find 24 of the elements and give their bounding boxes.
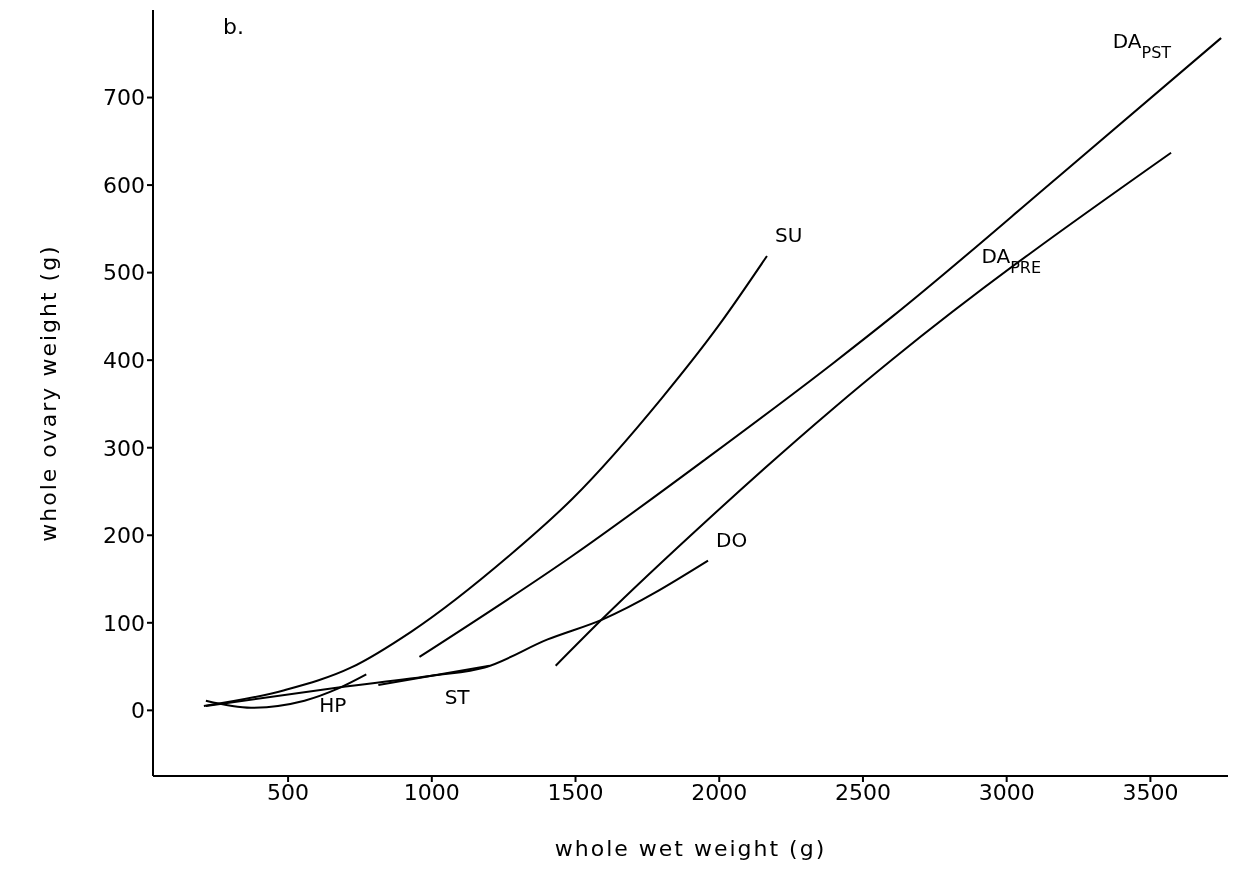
series-label: DA$_{PRE}$	[981, 243, 1042, 277]
x-tick-label: 3000	[978, 779, 1035, 805]
x-tick-label: 500	[267, 779, 310, 805]
y-tick-label: 200	[103, 523, 145, 549]
series-label: DO	[716, 527, 748, 552]
series-label: HP	[319, 693, 347, 718]
series-label: SU	[774, 223, 803, 247]
y-tick-label: 100	[103, 610, 145, 636]
x-tick-label: 3500	[1122, 779, 1179, 805]
y-tick-label: 400	[103, 347, 145, 373]
x-tick-label: 2500	[834, 779, 891, 805]
y-tick-label: 500	[103, 260, 145, 286]
y-tick-label: 0	[131, 698, 145, 724]
y-tick-label: 300	[103, 435, 145, 461]
x-tick-label: 1500	[547, 779, 604, 805]
annotation: b.	[223, 14, 244, 39]
x-tick-label: 2000	[691, 779, 748, 805]
series-label: DA$_{PST}$	[1112, 29, 1172, 62]
y-tick-label: 700	[103, 85, 145, 111]
y-axis-title: whole ovary weight (g)	[35, 244, 61, 542]
x-axis-title: whole wet weight (g)	[554, 836, 827, 861]
y-tick-label: 600	[103, 172, 145, 198]
x-tick-label: 1000	[403, 779, 460, 805]
series-label: ST	[444, 684, 471, 709]
